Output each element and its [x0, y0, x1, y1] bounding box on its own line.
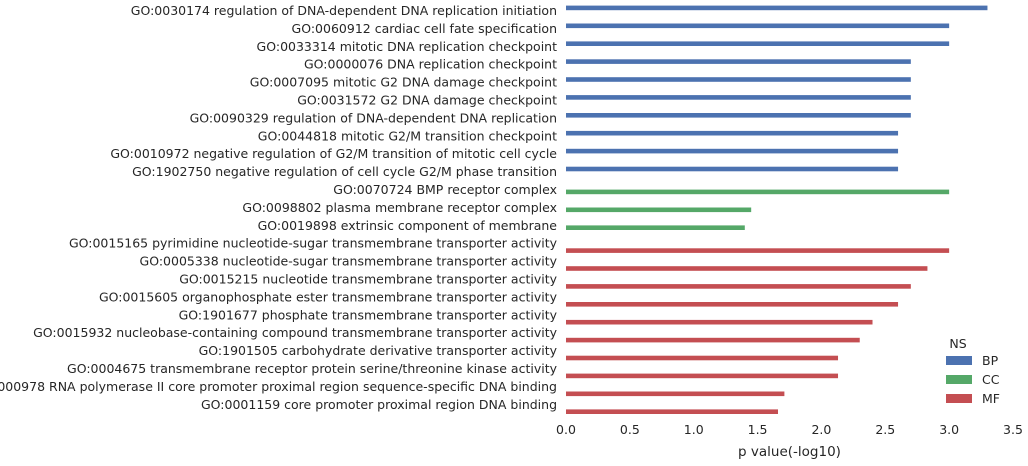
legend-label: CC — [982, 372, 1000, 387]
category-label: GO:0007095 mitotic G2 DNA damage checkpo… — [250, 75, 557, 90]
bar-bp — [566, 166, 899, 172]
category-label: GO:0001159 core promoter proximal region… — [201, 397, 557, 412]
bar-bp — [566, 130, 899, 136]
x-tick-label: 2.0 — [811, 422, 831, 437]
x-tick-label: 1.0 — [684, 422, 704, 437]
category-labels: GO:0030174 regulation of DNA-dependent D… — [0, 3, 558, 412]
category-label: GO:0030174 regulation of DNA-dependent D… — [131, 3, 557, 18]
legend: NS BP CC MF — [946, 336, 1000, 406]
category-label: GO:0031572 G2 DNA damage checkpoint — [297, 93, 557, 108]
bar-mf — [566, 319, 873, 325]
category-label: GO:0000978 RNA polymerase II core promot… — [0, 379, 557, 394]
category-label: GO:0015605 organophosphate ester transme… — [99, 289, 558, 304]
legend-items: BP CC MF — [946, 353, 1000, 406]
category-label: GO:1901505 carbohydrate derivative trans… — [199, 343, 558, 358]
category-label: GO:0090329 regulation of DNA-dependent D… — [190, 110, 557, 125]
bar-mf — [566, 355, 839, 361]
bar-cc — [566, 225, 745, 230]
bar-bp — [566, 23, 950, 29]
legend-swatch-bp — [946, 356, 972, 365]
bar-bp — [566, 5, 988, 11]
bar-bp — [566, 148, 899, 154]
x-axis-title: p value(-log10) — [738, 444, 841, 460]
category-label: GO:0060912 cardiac cell fate specificati… — [292, 21, 557, 36]
bar-mf — [566, 248, 950, 253]
bar-bp — [566, 95, 911, 100]
legend-title: NS — [949, 336, 966, 351]
category-label: GO:0005338 nucleotide-sugar transmembran… — [140, 254, 558, 269]
category-label: GO:1902750 negative regulation of cell c… — [132, 164, 557, 179]
bar-mf — [566, 373, 839, 379]
category-label: GO:0015932 nucleobase-containing compoun… — [33, 325, 557, 340]
bars-group — [566, 5, 988, 414]
bar-bp — [566, 77, 911, 82]
category-label: GO:0070724 BMP receptor complex — [333, 182, 557, 197]
legend-swatch-cc — [946, 375, 972, 384]
category-label: GO:1901677 phosphate transmembrane trans… — [179, 307, 558, 322]
bar-cc — [566, 189, 950, 195]
legend-label: BP — [982, 353, 999, 368]
x-tick-label: 1.5 — [748, 422, 768, 437]
legend-label: MF — [982, 391, 1000, 406]
category-label: GO:0010972 negative regulation of G2/M t… — [110, 146, 557, 161]
bar-mf — [566, 409, 779, 414]
x-tick-label: 0.0 — [556, 422, 576, 437]
bar-bp — [566, 59, 911, 64]
x-tick-label: 0.5 — [620, 422, 640, 437]
category-label: GO:0019898 extrinsic component of membra… — [258, 218, 558, 233]
bar-mf — [566, 284, 911, 289]
bar-mf — [566, 337, 860, 343]
bar-mf — [566, 266, 928, 271]
category-label: GO:0000076 DNA replication checkpoint — [304, 57, 557, 72]
x-tick-label: 3.0 — [939, 422, 959, 437]
bar-bp — [566, 41, 950, 46]
bar-mf — [566, 391, 785, 397]
bar-bp — [566, 113, 911, 118]
x-axis-ticks: 0.0 0.5 1.0 1.5 2.0 2.5 3.0 3.5 — [556, 422, 1023, 437]
bar-mf — [566, 302, 899, 307]
x-tick-label: 2.5 — [875, 422, 895, 437]
category-label: GO:0004675 transmembrane receptor protei… — [67, 361, 558, 376]
category-label: GO:0044818 mitotic G2/M transition check… — [258, 128, 557, 143]
bar-cc — [566, 207, 752, 213]
category-label: GO:0015165 pyrimidine nucleotide-sugar t… — [69, 236, 558, 251]
legend-swatch-mf — [946, 394, 972, 403]
x-tick-label: 3.5 — [1003, 422, 1023, 437]
category-label: GO:0033314 mitotic DNA replication check… — [257, 39, 558, 54]
category-label: GO:0098802 plasma membrane receptor comp… — [242, 200, 557, 215]
category-label: GO:0015215 nucleotide transmembrane tran… — [179, 272, 557, 287]
